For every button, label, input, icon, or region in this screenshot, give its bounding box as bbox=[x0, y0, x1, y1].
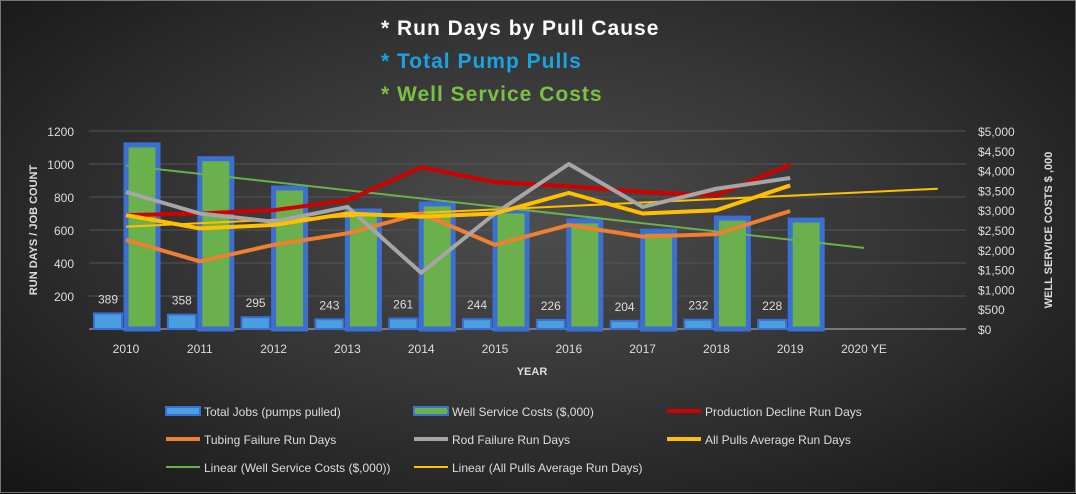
chart-title-1: * Run Days by Pull Cause bbox=[381, 17, 660, 40]
y2-tick-label: $1,000 bbox=[978, 283, 1015, 297]
jobs-data-label: 389 bbox=[98, 292, 118, 306]
jobs-data-label: 204 bbox=[615, 300, 635, 314]
jobs-bar bbox=[166, 313, 197, 330]
jobs-data-label: 228 bbox=[762, 299, 782, 313]
cost-bar bbox=[492, 208, 530, 332]
jobs-data-label: 358 bbox=[172, 294, 192, 308]
jobs-bar bbox=[240, 316, 271, 331]
cost-bar bbox=[787, 217, 825, 332]
y2-axis-title: WELL SERVICE COSTS $ ,000 bbox=[1043, 152, 1055, 309]
jobs-bar bbox=[757, 318, 788, 331]
y2-tick-label: $2,500 bbox=[978, 224, 1015, 238]
legend-swatch bbox=[165, 406, 201, 416]
y2-tick-label: $5,000 bbox=[978, 125, 1015, 139]
jobs-bar bbox=[388, 317, 419, 330]
legend-label: Tubing Failure Run Days bbox=[204, 433, 336, 447]
jobs-data-label: 243 bbox=[319, 298, 339, 312]
x-tick-label: 2019 bbox=[777, 342, 804, 356]
legend-label: Rod Failure Run Days bbox=[452, 433, 570, 447]
chart-title-2: * Total Pump Pulls bbox=[381, 50, 582, 73]
cost-bar bbox=[197, 156, 235, 332]
y2-tick-label: $500 bbox=[978, 303, 1005, 317]
series-line bbox=[125, 162, 791, 218]
x-tick-label: 2018 bbox=[703, 342, 730, 356]
x-tick-label: 2013 bbox=[334, 342, 361, 356]
jobs-data-label: 261 bbox=[393, 298, 413, 312]
trend-line bbox=[125, 164, 865, 249]
legend-label: All Pulls Average Run Days bbox=[705, 433, 851, 447]
y2-tick-label: $3,000 bbox=[978, 204, 1015, 218]
x-tick-label: 2010 bbox=[113, 342, 140, 356]
cost-bar bbox=[418, 201, 456, 332]
x-tick-label: 2012 bbox=[260, 342, 287, 356]
legend-label: Linear (All Pulls Average Run Days) bbox=[452, 461, 643, 475]
y2-tick-label: $4,000 bbox=[978, 165, 1015, 179]
y-axis-title: RUN DAYS / JOB COUNT bbox=[28, 165, 40, 296]
jobs-bar bbox=[609, 319, 640, 330]
y2-tick-label: $1,500 bbox=[978, 264, 1015, 278]
jobs-bar bbox=[683, 318, 714, 331]
y2-tick-label: $2,000 bbox=[978, 244, 1015, 258]
x-tick-label: 2014 bbox=[408, 342, 435, 356]
legend-label: Linear (Well Service Costs ($,000)) bbox=[204, 461, 391, 475]
x-tick-label: 2016 bbox=[555, 342, 582, 356]
series-line bbox=[125, 209, 791, 264]
jobs-bar bbox=[314, 318, 345, 330]
x-axis-title: YEAR bbox=[517, 366, 548, 378]
cost-bar bbox=[640, 228, 678, 332]
cost-bar bbox=[713, 215, 751, 332]
y2-tick-label: $3,500 bbox=[978, 184, 1015, 198]
x-tick-label: 2020 YE bbox=[841, 342, 887, 356]
jobs-data-label: 295 bbox=[246, 296, 266, 310]
cost-bar bbox=[566, 218, 604, 332]
series-line bbox=[125, 162, 791, 275]
x-tick-label: 2011 bbox=[187, 342, 213, 356]
legend-label: Production Decline Run Days bbox=[705, 405, 862, 419]
y2-tick-label: $0 bbox=[978, 323, 992, 337]
jobs-bar bbox=[535, 318, 566, 330]
jobs-data-label: 244 bbox=[467, 298, 487, 312]
y2-tick-label: $4,500 bbox=[978, 145, 1015, 159]
jobs-data-label: 226 bbox=[541, 299, 561, 313]
legend-label: Total Jobs (pumps pulled) bbox=[204, 405, 341, 419]
cost-bar bbox=[271, 185, 309, 332]
chart-title-3: * Well Service Costs bbox=[381, 83, 603, 106]
y-tick-label: 1200 bbox=[47, 125, 74, 139]
y-tick-label: 800 bbox=[54, 191, 74, 205]
cost-bar bbox=[123, 142, 161, 332]
y-tick-label: 1000 bbox=[47, 158, 74, 172]
y-tick-label: 400 bbox=[54, 257, 74, 271]
legend-label: Well Service Costs ($,000) bbox=[452, 405, 594, 419]
y-tick-label: 600 bbox=[54, 224, 74, 238]
jobs-bar bbox=[462, 318, 492, 330]
series-line bbox=[125, 183, 791, 231]
jobs-data-label: 232 bbox=[688, 299, 708, 313]
x-tick-label: 2015 bbox=[482, 342, 509, 356]
jobs-bar bbox=[93, 312, 123, 331]
y-tick-label: 200 bbox=[54, 290, 74, 304]
x-tick-label: 2017 bbox=[629, 342, 656, 356]
